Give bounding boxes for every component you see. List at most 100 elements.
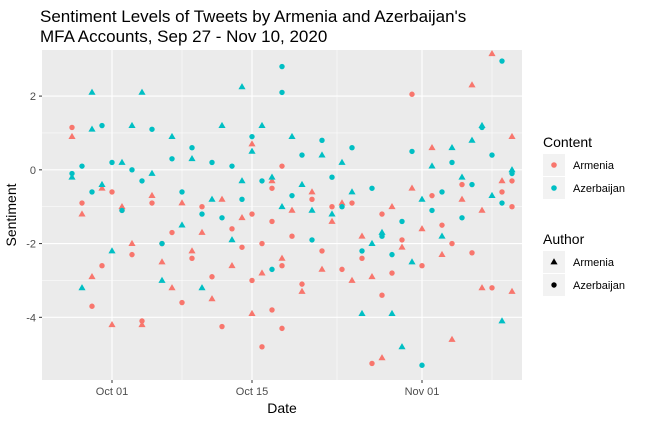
data-point-armenia-azerbaijan	[369, 360, 375, 367]
data-point-armenia-armenia	[128, 239, 136, 246]
data-point-azerbaijan-armenia	[198, 284, 206, 291]
data-point-armenia-azerbaijan	[89, 303, 95, 309]
data-point-armenia-azerbaijan	[209, 274, 215, 280]
data-point-armenia-azerbaijan	[469, 250, 475, 256]
data-point-armenia-armenia	[78, 210, 86, 217]
data-point-azerbaijan-armenia	[178, 221, 186, 228]
data-point-armenia-armenia	[338, 199, 346, 206]
data-point-armenia-azerbaijan	[179, 299, 185, 306]
data-point-armenia-armenia	[158, 258, 166, 265]
data-point-azerbaijan-azerbaijan	[419, 362, 425, 368]
data-point-azerbaijan-azerbaijan	[99, 122, 105, 129]
data-point-armenia-armenia	[248, 140, 256, 147]
data-point-azerbaijan-armenia	[348, 188, 356, 195]
data-point-armenia-armenia	[348, 276, 356, 283]
data-point-armenia-armenia	[378, 354, 386, 361]
y-tick-label: 0	[30, 165, 36, 177]
data-point-armenia-armenia	[368, 273, 376, 280]
data-point-azerbaijan-azerbaijan	[429, 207, 435, 214]
data-point-azerbaijan-azerbaijan	[339, 204, 345, 210]
data-point-azerbaijan-armenia	[228, 236, 236, 243]
data-point-armenia-azerbaijan	[279, 163, 285, 169]
data-point-armenia-armenia	[148, 191, 156, 199]
data-point-armenia-azerbaijan	[249, 277, 255, 284]
data-point-armenia-armenia	[398, 243, 406, 250]
data-point-armenia-azerbaijan	[139, 318, 145, 324]
data-point-azerbaijan-azerbaijan	[209, 159, 215, 166]
data-point-armenia-armenia	[508, 287, 516, 294]
data-point-azerbaijan-armenia	[428, 162, 436, 169]
data-point-azerbaijan-armenia	[368, 239, 376, 246]
data-point-armenia-azerbaijan	[99, 262, 105, 269]
data-point-azerbaijan-azerbaijan	[239, 196, 245, 203]
data-point-armenia-armenia	[478, 206, 486, 213]
data-point-azerbaijan-armenia	[458, 173, 466, 180]
data-point-azerbaijan-armenia	[128, 121, 136, 128]
data-point-azerbaijan-armenia	[278, 202, 286, 210]
data-point-armenia-armenia	[388, 202, 396, 210]
data-point-azerbaijan-armenia	[268, 173, 276, 180]
data-point-armenia-armenia	[508, 132, 516, 140]
data-point-armenia-armenia	[448, 335, 456, 342]
data-point-armenia-armenia	[98, 184, 106, 191]
data-point-azerbaijan-azerbaijan	[149, 126, 155, 132]
data-point-azerbaijan-armenia	[248, 147, 256, 154]
data-point-armenia-armenia	[258, 269, 266, 276]
data-point-azerbaijan-azerbaijan	[369, 185, 375, 191]
data-point-armenia-azerbaijan	[239, 244, 245, 250]
data-point-armenia-armenia	[488, 49, 496, 57]
data-point-azerbaijan-armenia	[448, 143, 456, 151]
data-point-armenia-azerbaijan	[509, 178, 515, 184]
legend-title-content: Content	[543, 134, 592, 150]
data-point-azerbaijan-azerbaijan	[449, 159, 455, 166]
data-point-azerbaijan-azerbaijan	[269, 266, 275, 273]
data-point-armenia-armenia	[218, 195, 226, 202]
data-point-armenia-armenia	[238, 214, 246, 221]
data-point-azerbaijan-azerbaijan	[349, 145, 355, 151]
legend-label: Azerbaijan	[573, 183, 625, 195]
data-point-armenia-armenia	[268, 177, 276, 184]
data-point-azerbaijan-armenia	[298, 180, 306, 187]
data-point-azerbaijan-armenia	[138, 88, 146, 95]
data-point-armenia-azerbaijan	[229, 226, 235, 232]
data-point-armenia-armenia	[118, 202, 126, 210]
legend-label: Armenia	[573, 257, 615, 269]
data-point-armenia-armenia	[138, 320, 146, 328]
legend-color-key	[551, 185, 557, 191]
data-point-armenia-azerbaijan	[79, 200, 85, 206]
y-axis-title: Sentiment	[3, 183, 19, 246]
data-point-armenia-azerbaijan	[359, 255, 365, 262]
data-point-armenia-azerbaijan	[339, 266, 345, 273]
data-point-armenia-azerbaijan	[269, 185, 275, 191]
data-point-azerbaijan-azerbaijan	[509, 170, 515, 177]
data-point-azerbaijan-armenia	[258, 121, 266, 128]
data-point-azerbaijan-azerbaijan	[189, 145, 195, 151]
data-point-armenia-armenia	[418, 225, 426, 232]
data-point-azerbaijan-armenia	[318, 151, 326, 158]
data-point-azerbaijan-armenia	[88, 88, 96, 95]
data-point-azerbaijan-armenia	[398, 343, 406, 350]
data-point-azerbaijan-armenia	[168, 132, 176, 140]
data-point-armenia-azerbaijan	[199, 204, 205, 210]
data-point-armenia-azerbaijan	[419, 262, 425, 269]
data-point-armenia-armenia	[178, 199, 186, 206]
data-point-azerbaijan-azerbaijan	[259, 178, 265, 184]
data-point-azerbaijan-armenia	[238, 83, 246, 90]
legend-shape-key	[551, 282, 557, 288]
data-point-azerbaijan-armenia	[388, 309, 396, 317]
data-point-azerbaijan-azerbaijan	[159, 240, 165, 247]
data-point-armenia-azerbaijan	[189, 255, 195, 262]
data-point-armenia-azerbaijan	[389, 270, 395, 276]
data-point-armenia-armenia	[478, 284, 486, 291]
data-point-armenia-armenia	[168, 284, 176, 291]
data-point-azerbaijan-armenia	[218, 121, 226, 128]
data-point-armenia-armenia	[198, 228, 206, 235]
data-point-armenia-armenia	[228, 261, 236, 269]
data-point-azerbaijan-azerbaijan	[459, 215, 465, 221]
data-point-armenia-armenia	[208, 295, 216, 302]
y-tick-label: 2	[30, 91, 36, 103]
data-point-azerbaijan-armenia	[468, 136, 476, 143]
data-point-azerbaijan-azerbaijan	[309, 237, 315, 243]
data-point-armenia-azerbaijan	[409, 91, 415, 97]
data-point-azerbaijan-azerbaijan	[229, 163, 235, 169]
